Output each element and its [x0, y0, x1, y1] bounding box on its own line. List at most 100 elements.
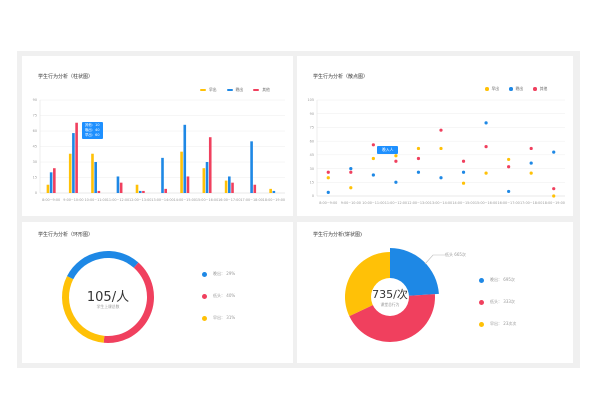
x-tick-label: 14:00~15:00 — [452, 201, 474, 205]
scatter-point — [439, 146, 443, 151]
scatter-point — [349, 186, 353, 190]
scatter-point — [371, 173, 375, 177]
legend-item-early[interactable]: 早出 — [200, 87, 217, 93]
bar — [224, 180, 228, 193]
x-tick-label: 9:00~10:00 — [341, 201, 361, 205]
pie-legend-dot — [479, 299, 484, 305]
callout-line — [424, 254, 445, 265]
scatter-point — [507, 157, 511, 162]
scatter-point — [371, 143, 375, 147]
scatter-point — [529, 161, 533, 165]
pie-center-hole — [371, 278, 409, 316]
pie-legend-label: 低头： 333次 — [490, 299, 515, 304]
x-tick-label: 11:00~12:00 — [385, 201, 407, 205]
bar — [269, 188, 272, 193]
legend-label: 晚出 — [515, 86, 524, 91]
legend-label: 晚出 — [235, 87, 244, 92]
scatter-point — [439, 128, 443, 132]
x-tick-label: 13:00~14:00 — [430, 201, 452, 205]
legend-item-other[interactable]: 其他 — [253, 87, 270, 93]
scatter-point — [461, 159, 466, 163]
legend-item-other[interactable]: 其他 — [533, 86, 547, 92]
pie-legend-item-other[interactable]: 低头： 333次 — [479, 299, 515, 305]
pie-legend-dot — [479, 321, 484, 327]
scatter-point — [326, 170, 330, 174]
legend-item-early[interactable]: 早出 — [485, 86, 499, 92]
x-tick-label: 12:00~13:00 — [129, 198, 151, 202]
pie-legend-item-early[interactable]: 早出： 23次次 — [479, 321, 516, 327]
legend-swatch-late — [226, 88, 233, 92]
y-tick-label: 45 — [310, 153, 314, 157]
bar — [116, 176, 120, 193]
ring-legend-item-early[interactable]: 早出： 31% — [202, 315, 235, 321]
pie-legend-dot — [479, 277, 484, 283]
scatter-chart-tooltip: 晚入人 — [377, 146, 399, 154]
x-tick-label: 10:00~11:00 — [362, 201, 384, 205]
legend-label: 早出 — [209, 87, 217, 92]
scatter-point — [439, 176, 443, 180]
pie-chart-title: 学生行为分析(饼状图) — [313, 232, 362, 238]
ring-legend-dot — [202, 271, 207, 277]
y-tick-label: 15 — [33, 176, 37, 180]
tooltip-text: 晚入人 — [382, 147, 394, 152]
legend-item-late[interactable]: 晚出 — [226, 87, 244, 93]
bar — [75, 122, 78, 193]
bar — [46, 184, 50, 193]
bar — [186, 176, 190, 193]
ring-legend-item-other[interactable]: 低头： 40% — [202, 293, 235, 299]
pie-legend-label: 早出： 23次次 — [490, 321, 517, 326]
y-tick-label: 90 — [310, 112, 314, 116]
bar — [183, 124, 187, 193]
x-tick-label: 18:00~19:00 — [263, 198, 285, 202]
scatter-point — [416, 156, 421, 161]
ring-chart-plot — [62, 251, 155, 343]
scatter-chart-plot: 0 15 30 45 60 75 90 105 8:00~9:00 9:00~10:00 10:00… — [308, 98, 565, 205]
legend-label: 其他 — [262, 87, 270, 92]
scatter-point — [529, 171, 533, 175]
pie-center-label: 课堂总行为 — [380, 302, 400, 307]
scatter-point — [371, 156, 375, 161]
scatter-chart-panel: 学生行为分析（散点图） 早出 晚出 其他 0 15 30 45 60 75 90 105 8:0… — [297, 56, 573, 216]
scatter-point — [484, 121, 488, 125]
legend-item-late[interactable]: 晚出 — [509, 86, 523, 92]
ring-slice — [67, 251, 139, 280]
pie-center-value: 735/次 — [372, 288, 408, 301]
scatter-chart-title: 学生行为分析（散点图） — [313, 74, 369, 80]
bar — [72, 133, 75, 193]
ring-legend-label: 晚出： 29% — [213, 271, 236, 276]
ring-center-value: 105/人 — [86, 290, 130, 305]
x-tick-label: 9:00~10:00 — [63, 198, 83, 202]
pie-callout-label: 低头 665次 — [445, 252, 466, 257]
x-tick-label: 11:00~12:00 — [107, 198, 129, 202]
pie-legend-item-late[interactable]: 晚出： 695次 — [479, 277, 515, 283]
legend-label: 早出 — [491, 86, 500, 91]
x-tick-label: 17:00~18:00 — [240, 198, 262, 202]
x-tick-label: 14:00~15:00 — [174, 198, 196, 202]
bar — [49, 172, 53, 193]
ring-slice — [62, 276, 105, 343]
pie-legend-label: 晚出： 695次 — [490, 277, 515, 282]
x-tick-label: 15:00~16:00 — [196, 198, 218, 202]
bar — [53, 168, 56, 193]
x-tick-label: 10:00~11:00 — [84, 198, 106, 202]
x-tick-label: 13:00~14:00 — [151, 198, 173, 202]
bar — [208, 137, 212, 193]
scatter-chart-legend: 早出 晚出 其他 — [485, 86, 547, 92]
legend-swatch-early — [200, 88, 206, 92]
legend-dot-early — [485, 87, 489, 91]
x-tick-label: 16:00~17:00 — [218, 198, 240, 202]
scatter-point — [552, 150, 556, 154]
scatter-point — [507, 165, 511, 169]
bar — [253, 184, 257, 193]
ring-center-label: 学生上课总数 — [96, 304, 120, 309]
y-tick-label: 30 — [310, 167, 314, 171]
ring-legend-dot — [202, 293, 207, 299]
bar — [142, 190, 145, 193]
legend-dot-other — [533, 87, 537, 91]
ring-legend-item-late[interactable]: 晚出： 29% — [202, 271, 235, 277]
scatter-point — [552, 187, 556, 191]
scatter-point — [529, 146, 533, 151]
x-tick-label: 18:00~19:00 — [543, 201, 565, 205]
bar — [228, 176, 231, 193]
scatter-point — [394, 159, 398, 163]
